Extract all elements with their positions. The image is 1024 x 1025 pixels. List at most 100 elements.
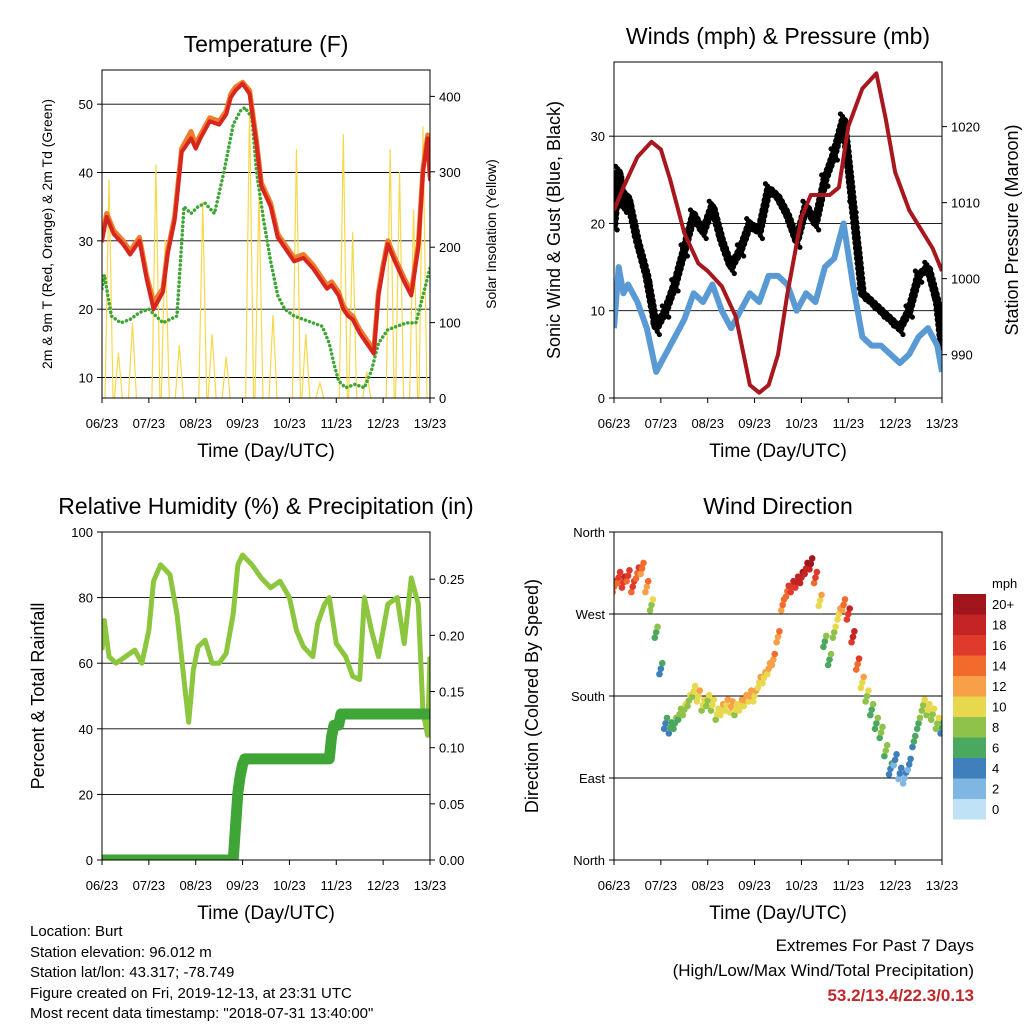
direction-point	[851, 628, 858, 635]
direction-point	[818, 591, 825, 599]
gust-point	[741, 253, 747, 259]
y-tick-label: South	[571, 689, 605, 704]
direction-point	[895, 775, 902, 783]
direction-point	[885, 771, 893, 778]
y-tick-label: 10	[79, 371, 93, 386]
direction-point	[862, 698, 869, 705]
legend-swatch	[953, 696, 986, 717]
solar-spike	[113, 352, 123, 398]
direction-point	[658, 659, 666, 667]
x-axis-label: Time (Day/UTC)	[197, 903, 335, 924]
x-tick-label: 12/23	[367, 416, 400, 431]
direction-point	[709, 701, 716, 709]
y2-tick-label: 0.10	[439, 741, 464, 756]
solar-spike	[362, 371, 372, 398]
direction-point	[657, 665, 665, 672]
direction-point	[876, 734, 883, 742]
direction-point	[901, 774, 908, 782]
y2-tick-label: 0	[439, 391, 446, 406]
y2-tick-label: 0.05	[439, 797, 464, 812]
solar-spike	[268, 315, 278, 398]
gust-point	[623, 209, 630, 215]
direction-point	[844, 610, 852, 618]
gust-point	[615, 166, 621, 172]
y-tick-label: 20	[79, 302, 93, 317]
legend-label: 12	[992, 679, 1006, 694]
gust-point	[746, 218, 752, 224]
direction-point	[806, 566, 813, 573]
gust-point	[718, 235, 724, 242]
direction-point	[938, 724, 942, 732]
direction-point	[710, 696, 718, 703]
solar-spike	[104, 179, 114, 398]
wind-line	[614, 220, 942, 375]
gust-point	[690, 209, 696, 215]
x-tick-label: 06/23	[598, 416, 631, 431]
direction-point	[807, 560, 815, 568]
y2-tick-label: 0.00	[439, 853, 464, 868]
legend-label: 0	[992, 802, 999, 817]
legend-swatch	[953, 799, 986, 820]
solar-spike	[348, 232, 358, 398]
recent-text: Most recent data timestamp: "2018-07-31 …	[30, 1005, 374, 1022]
direction-point	[779, 601, 786, 609]
gust-point	[821, 174, 827, 181]
y-axis-label: Percent & Total Rainfall	[28, 603, 48, 790]
x-tick-label: 11/23	[832, 878, 864, 893]
solar-spike	[198, 201, 208, 398]
gust-point	[933, 297, 939, 303]
direction-point	[759, 679, 766, 687]
y-tick-label: 40	[79, 722, 93, 737]
direction-point	[879, 723, 886, 731]
legend-label: 14	[992, 659, 1006, 674]
pressure-line	[614, 71, 942, 395]
direction-point	[916, 714, 924, 722]
legend-swatch	[953, 717, 986, 738]
direction-point	[623, 577, 630, 585]
direction-point	[754, 684, 762, 692]
x-tick-label: 12/23	[879, 878, 912, 893]
legend-label: 6	[992, 741, 999, 756]
direction-point	[810, 579, 818, 587]
direction-point	[663, 714, 671, 722]
direction-point	[874, 714, 882, 722]
plot-area	[102, 552, 430, 860]
direction-point	[846, 605, 853, 612]
direction-point	[679, 711, 687, 719]
direction-point	[782, 593, 790, 600]
y-tick-label: 80	[79, 591, 93, 606]
gust-point	[943, 349, 948, 354]
direction-point	[827, 650, 835, 658]
direction-point	[626, 566, 633, 574]
direction-point	[820, 643, 827, 651]
x-tick-label: 09/23	[738, 878, 771, 893]
direction-point	[854, 660, 861, 668]
direction-point	[763, 670, 771, 678]
gust-point	[849, 201, 855, 207]
direction-point	[910, 738, 918, 745]
gust-point	[774, 192, 780, 198]
gust-point	[614, 227, 620, 233]
direction-point	[904, 766, 912, 774]
y2-tick-label: 1020	[951, 120, 980, 135]
y2-tick-label: 1010	[951, 196, 980, 211]
x-axis-label: Time (Day/UTC)	[709, 441, 847, 462]
gust-point	[825, 183, 831, 189]
x-tick-label: 13/23	[414, 878, 447, 893]
y-tick-label: West	[576, 607, 606, 622]
winds-pressure-chart: Winds (mph) & Pressure (mb) Time (Day/UTC…	[544, 23, 1022, 462]
station-info: Location: Burt Station elevation: 96.012…	[30, 922, 373, 1025]
direction-point	[615, 574, 622, 581]
plot-area	[614, 555, 942, 787]
direction-point	[746, 692, 754, 700]
direction-point	[926, 700, 933, 708]
direction-point	[859, 679, 866, 686]
direction-point	[632, 575, 640, 582]
x-tick-label: 13/23	[414, 416, 447, 431]
legend-swatch	[953, 635, 986, 656]
direction-point	[816, 597, 824, 604]
extremes-title: Extremes For Past 7 Days	[775, 936, 974, 955]
legend-label: 18	[992, 618, 1006, 633]
direction-point	[940, 719, 942, 726]
gust-point	[699, 227, 705, 233]
